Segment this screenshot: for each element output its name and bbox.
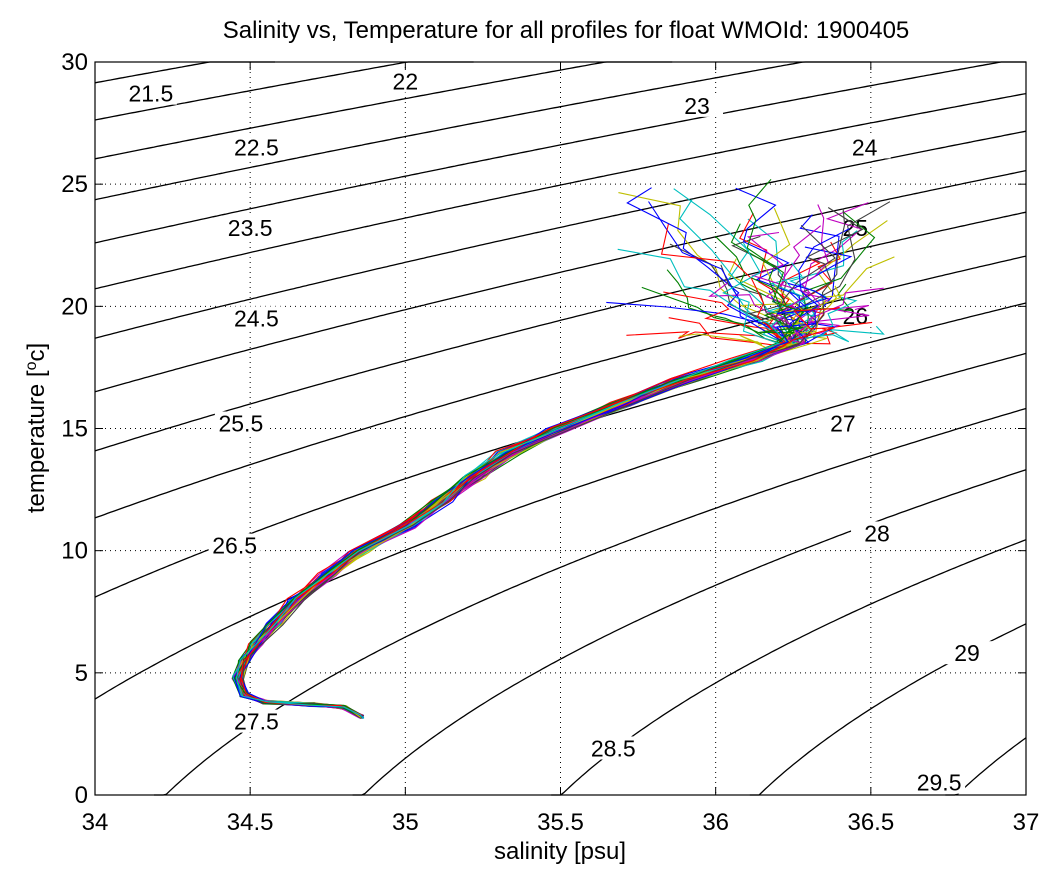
density-contour-line — [94, 130, 1027, 339]
contour-label: 29.5 — [917, 770, 962, 796]
chart-title: Salinity vs, Temperature for all profile… — [223, 17, 910, 44]
contour-label-bg — [230, 709, 283, 733]
profile-line — [240, 306, 840, 716]
y-axis-label-tail: c] — [23, 343, 50, 362]
x-tick-labels: 34 34.5 35 35.5 36 36.5 37 — [82, 809, 1040, 836]
contour-label-bg — [124, 81, 177, 105]
contour-label-bg — [208, 533, 261, 557]
contour-label: 21.5 — [128, 81, 173, 107]
y-tick-label: 0 — [75, 782, 88, 809]
density-contour-line — [94, 92, 1027, 290]
density-contour-line — [94, 352, 1027, 700]
y-axis-label: temperature [oc] — [23, 343, 51, 513]
x-tick-label: 36 — [702, 809, 729, 836]
contour-label-bg — [816, 411, 869, 435]
contour-label-bg — [224, 216, 277, 240]
contour-label-bg — [941, 641, 994, 665]
x-tick-label: 35 — [392, 809, 419, 836]
contour-label: 26.5 — [212, 533, 257, 559]
x-tick-label: 35.5 — [537, 809, 584, 836]
contour-label: 22 — [393, 68, 419, 94]
density-contour-line — [94, 61, 871, 201]
contour-label: 24.5 — [234, 305, 279, 331]
density-contour-labels: 21.5 2222.52323.52424.52525.52626.52727.5… — [124, 68, 994, 796]
x-tick-label: 36.5 — [847, 809, 894, 836]
contour-label: 25.5 — [218, 411, 263, 437]
x-tick-label: 34 — [82, 809, 109, 836]
profile-line — [235, 242, 781, 716]
x-tick-label: 37 — [1013, 809, 1040, 836]
density-contour-line — [352, 469, 1027, 796]
y-tick-label: 20 — [61, 293, 88, 320]
profile-line — [234, 178, 805, 716]
contour-label-bg — [851, 521, 904, 545]
contour-label: 28 — [864, 520, 890, 546]
y-tick-labels: 0 5 10 15 20 25 30 — [61, 49, 88, 809]
float-profiles — [231, 178, 895, 720]
density-contour-line — [94, 211, 1027, 452]
contour-label-bg — [230, 306, 283, 330]
contour-label-bg — [230, 135, 283, 159]
contour-label: 22.5 — [234, 134, 279, 160]
density-contour-line — [154, 407, 1027, 796]
profile-line — [239, 228, 850, 718]
contour-label: 24 — [852, 134, 878, 160]
y-tick-label: 15 — [61, 416, 88, 443]
contour-label: 23.5 — [228, 215, 273, 241]
x-tick-label: 34.5 — [227, 809, 274, 836]
contour-label-bg — [671, 93, 724, 117]
profile-line — [233, 282, 829, 717]
y-axis-label-superscript: o — [23, 361, 40, 370]
contour-label: 27 — [830, 411, 856, 437]
contour-label: 29 — [954, 640, 980, 666]
contour-label-bg — [214, 411, 267, 435]
contour-label: 23 — [684, 93, 710, 119]
y-tick-label: 5 — [75, 660, 88, 687]
y-tick-label: 25 — [61, 171, 88, 198]
contour-label-bg — [913, 770, 966, 794]
density-contour-line — [94, 169, 1027, 393]
contour-label-bg — [838, 135, 891, 159]
y-tick-label: 10 — [61, 538, 88, 565]
contour-label: 28.5 — [591, 735, 636, 761]
density-contour-line — [94, 61, 673, 160]
y-axis-label-main: temperature [ — [23, 370, 50, 513]
contour-label-bg — [379, 69, 432, 93]
density-contour-line — [94, 61, 1026, 244]
plot-area: 21.5 2222.52323.52424.52525.52626.52727.5… — [94, 61, 1027, 796]
axis-ticks — [94, 61, 1027, 796]
contour-label-bg — [587, 736, 640, 760]
x-axis-label: salinity [psu] — [494, 838, 626, 865]
contour-label: 27.5 — [234, 709, 279, 735]
y-tick-label: 30 — [61, 49, 88, 76]
density-contour-line — [94, 255, 1027, 519]
density-contours — [94, 61, 1027, 796]
